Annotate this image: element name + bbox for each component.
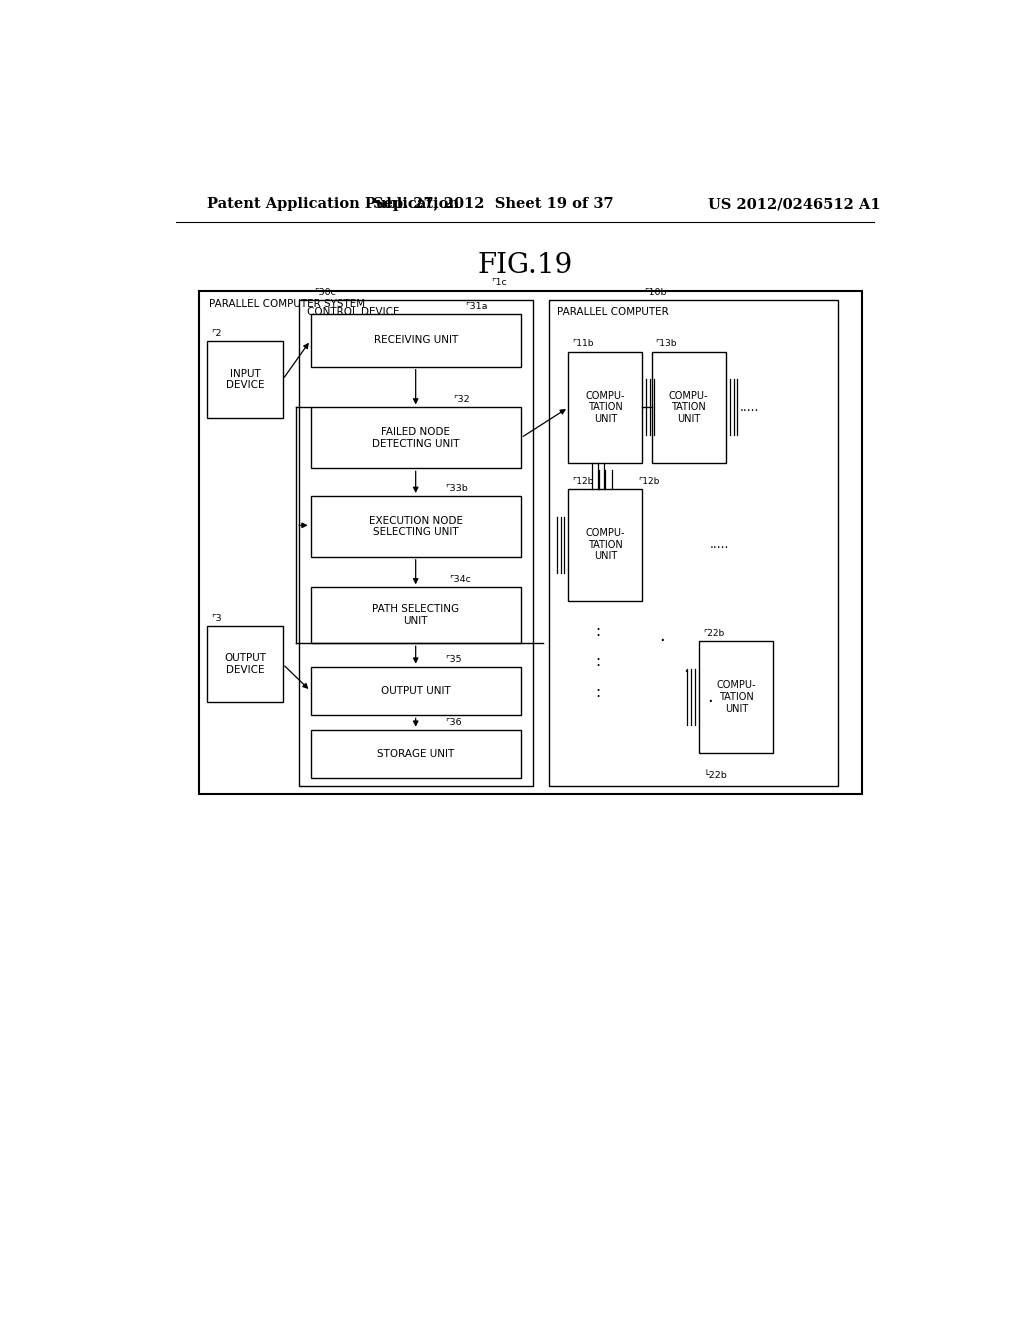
Text: COMPU-
TATION
UNIT: COMPU- TATION UNIT (717, 681, 756, 714)
Text: ⌜32: ⌜32 (454, 396, 470, 404)
Text: ·: · (707, 693, 713, 711)
Text: PARALLEL COMPUTER: PARALLEL COMPUTER (557, 306, 669, 317)
Text: CONTROL DEVICE: CONTROL DEVICE (306, 306, 399, 317)
Bar (299, 300, 532, 785)
Bar (310, 496, 521, 557)
Text: Patent Application Publication: Patent Application Publication (207, 197, 460, 211)
Text: STORAGE UNIT: STORAGE UNIT (377, 748, 455, 759)
Text: .....: ..... (710, 539, 729, 552)
Text: FAILED NODE
DETECTING UNIT: FAILED NODE DETECTING UNIT (372, 428, 460, 449)
Text: US 2012/0246512 A1: US 2012/0246512 A1 (709, 197, 881, 211)
Bar (207, 626, 283, 702)
Bar (568, 351, 642, 463)
Text: ⌜10b: ⌜10b (644, 288, 667, 297)
Text: :: : (595, 653, 600, 669)
Bar (310, 408, 521, 469)
Text: PATH SELECTING
UNIT: PATH SELECTING UNIT (372, 605, 459, 626)
Text: ·: · (683, 663, 689, 681)
Bar (310, 667, 521, 715)
Text: :: : (595, 623, 600, 639)
Text: ⌜13b: ⌜13b (655, 339, 677, 348)
Text: ⌜30c: ⌜30c (314, 288, 336, 297)
Bar (310, 314, 521, 367)
Text: ·: · (659, 632, 665, 651)
Bar (207, 342, 283, 417)
Bar (699, 642, 773, 752)
Text: FIG.19: FIG.19 (477, 252, 572, 279)
Bar (200, 290, 862, 793)
Text: ⌜33b: ⌜33b (445, 484, 468, 492)
Text: ⌜2: ⌜2 (211, 329, 222, 338)
Text: RECEIVING UNIT: RECEIVING UNIT (374, 335, 458, 346)
Text: OUTPUT UNIT: OUTPUT UNIT (381, 686, 451, 696)
Bar (568, 488, 642, 601)
Text: COMPU-
TATION
UNIT: COMPU- TATION UNIT (669, 391, 709, 424)
Text: ⌜36: ⌜36 (445, 718, 462, 726)
Bar (310, 587, 521, 643)
Text: INPUT
DEVICE: INPUT DEVICE (226, 368, 264, 391)
Bar (652, 351, 726, 463)
Text: COMPU-
TATION
UNIT: COMPU- TATION UNIT (586, 391, 625, 424)
Text: Sep. 27, 2012  Sheet 19 of 37: Sep. 27, 2012 Sheet 19 of 37 (373, 197, 613, 211)
Text: ⌜31a: ⌜31a (465, 302, 487, 312)
Text: └22b: └22b (703, 771, 727, 780)
Text: PARALLEL COMPUTER SYSTEM: PARALLEL COMPUTER SYSTEM (209, 298, 366, 309)
Text: :: : (595, 685, 600, 700)
Text: ⌜11b: ⌜11b (572, 339, 594, 348)
Text: COMPU-
TATION
UNIT: COMPU- TATION UNIT (586, 528, 625, 561)
Text: ⌜22b: ⌜22b (703, 630, 725, 638)
Text: ⌜12b: ⌜12b (638, 477, 659, 486)
Bar (549, 300, 839, 785)
Text: EXECUTION NODE
SELECTING UNIT: EXECUTION NODE SELECTING UNIT (369, 516, 463, 537)
Bar (310, 730, 521, 779)
Text: OUTPUT
DEVICE: OUTPUT DEVICE (224, 653, 266, 675)
Text: ⌜1c: ⌜1c (490, 279, 507, 288)
Text: ⌜34c: ⌜34c (450, 576, 471, 585)
Text: .....: ..... (740, 401, 759, 414)
Text: ⌜3: ⌜3 (211, 614, 222, 623)
Text: ⌜12b: ⌜12b (572, 477, 594, 486)
Text: ⌜35: ⌜35 (445, 655, 462, 664)
